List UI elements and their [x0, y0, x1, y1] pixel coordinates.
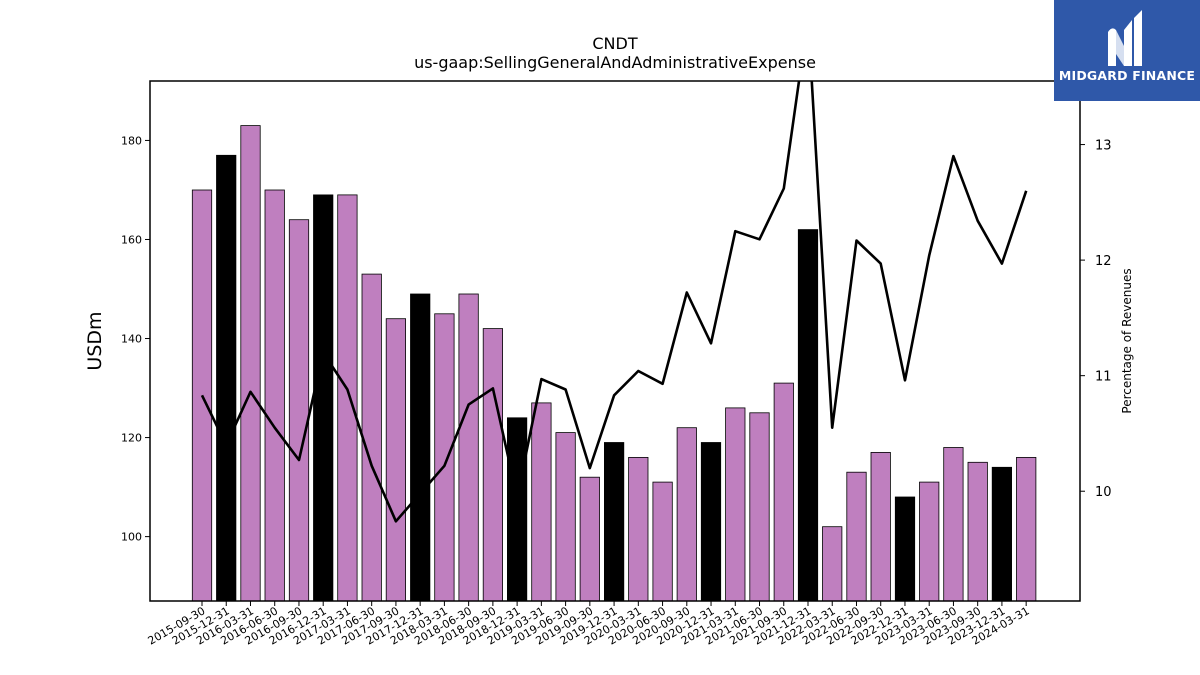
- bar: [458, 293, 479, 602]
- bar: [313, 194, 334, 602]
- chart-title: CNDT: [592, 34, 637, 53]
- chart-subtitle: us-gaap:SellingGeneralAndAdministrativeE…: [414, 53, 816, 72]
- bar: [700, 442, 722, 602]
- y-tick-label: 180: [121, 134, 142, 147]
- bar: [361, 273, 382, 602]
- bar: [216, 154, 237, 602]
- bar: [943, 447, 964, 602]
- bar: [579, 476, 600, 602]
- y2-tick-label: 11: [1095, 370, 1112, 385]
- plot-frame: [149, 80, 1081, 602]
- brand-logo: MIDGARD FINANCE: [1054, 0, 1200, 101]
- bar: [482, 328, 504, 602]
- bar: [773, 382, 794, 602]
- bar: [652, 481, 673, 602]
- bar: [385, 318, 407, 602]
- bar: [894, 496, 916, 602]
- bar: [410, 293, 431, 602]
- y-tick-label: 120: [121, 432, 142, 445]
- bar: [919, 481, 940, 602]
- series-line: [200, 81, 1028, 523]
- bar: [967, 461, 988, 602]
- bar: [676, 427, 697, 602]
- bar: [288, 219, 310, 602]
- y-tick-label: 140: [121, 333, 142, 346]
- bar: [555, 432, 576, 602]
- axes-layer: 100120140160180101112132015-09-302015-12…: [121, 80, 1112, 648]
- bar: [531, 402, 552, 602]
- bar: [264, 189, 285, 602]
- y-tick-label: 100: [121, 531, 142, 544]
- logo-mark-icon: [1108, 10, 1142, 66]
- y-tick-label: 160: [121, 233, 142, 246]
- y-axis-label: USDm: [84, 311, 106, 370]
- y2-axis-label: Percentage of Revenues: [1120, 268, 1134, 413]
- bar: [628, 456, 649, 602]
- bar: [991, 466, 1013, 602]
- bar: [337, 194, 358, 602]
- bar: [846, 471, 867, 602]
- bar: [240, 125, 261, 602]
- bar: [725, 407, 746, 602]
- brand-name: MIDGARD FINANCE: [1058, 68, 1196, 83]
- bar: [1016, 456, 1037, 602]
- line-layer: [200, 81, 1028, 523]
- y2-tick-label: 12: [1095, 254, 1112, 269]
- bar: [434, 313, 455, 602]
- bar: [749, 412, 770, 602]
- bar: [822, 526, 843, 602]
- bar: [604, 442, 625, 602]
- y2-tick-label: 10: [1095, 485, 1112, 500]
- bar: [506, 417, 528, 602]
- bar: [797, 229, 819, 602]
- y2-tick-label: 13: [1095, 139, 1112, 154]
- bar: [870, 451, 891, 602]
